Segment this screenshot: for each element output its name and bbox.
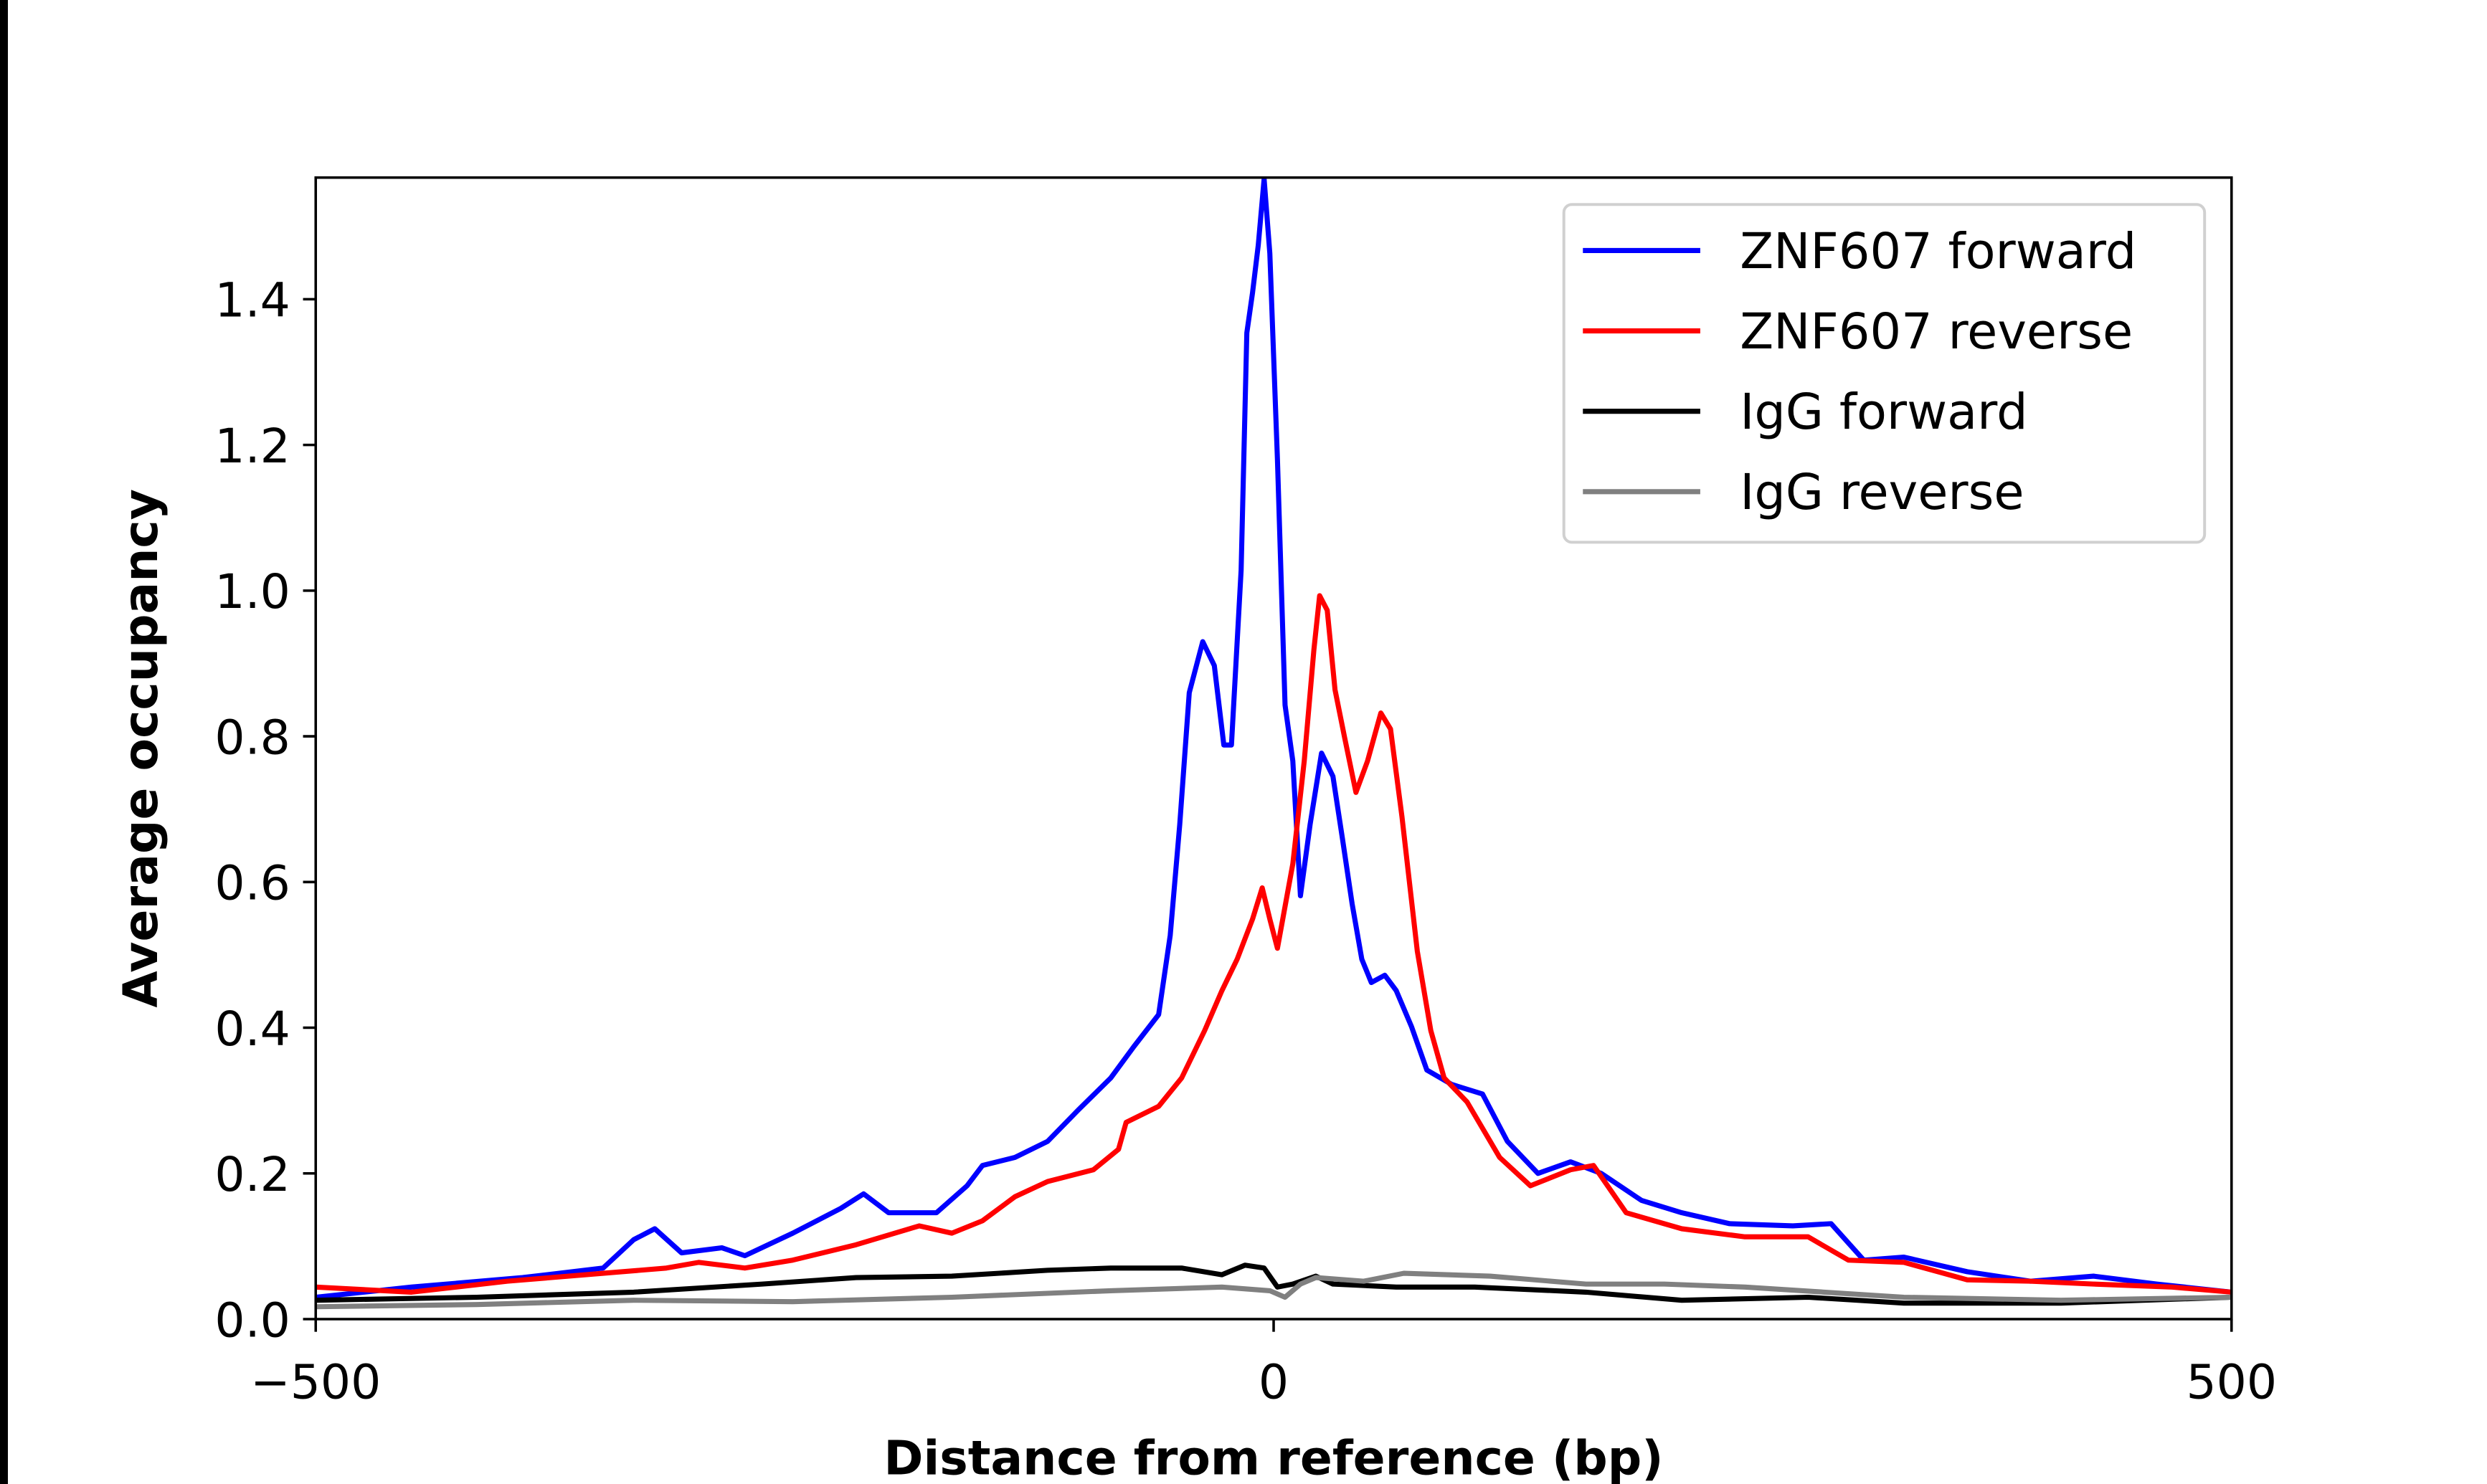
y-axis-label: Average occupancy [113, 489, 169, 1008]
y-tick-label: 0.8 [214, 709, 290, 765]
series-line-igg-reverse [316, 1270, 2232, 1310]
y-tick-label: 1.0 [214, 563, 290, 619]
series-line-znf607-reverse [316, 593, 2232, 1295]
series-line-znf607-forward [316, 177, 2232, 1300]
x-tick-label: 0 [1259, 1354, 1289, 1410]
legend-label: IgG forward [1740, 384, 2027, 441]
left-border [0, 0, 8, 1484]
x-tick-label: 500 [2186, 1354, 2277, 1410]
y-tick-label: 0.0 [214, 1292, 290, 1348]
y-axis: 0.0 0.2 0.4 0.6 0.8 1.0 1.2 1.4 [214, 272, 316, 1348]
legend-label: ZNF607 reverse [1740, 303, 2133, 361]
x-tick-label: −500 [250, 1354, 381, 1410]
legend-entry-znf607-forward: ZNF607 forward [1583, 223, 2136, 280]
y-tick-label: 1.2 [214, 418, 290, 474]
legend-entry-igg-forward: IgG forward [1583, 384, 2028, 441]
y-tick-label: 0.2 [214, 1146, 290, 1202]
legend-box [1562, 203, 2207, 544]
series-line-igg-forward [316, 1262, 2232, 1306]
legend-entry-igg-reverse: IgG reverse [1583, 464, 2024, 521]
y-tick-label: 0.6 [214, 855, 290, 911]
y-tick-label: 1.4 [214, 272, 290, 328]
x-axis-label: Distance from reference (bp) [884, 1430, 1663, 1484]
legend-entry-znf607-reverse: ZNF607 reverse [1583, 303, 2133, 361]
legend: ZNF607 forward ZNF607 reverse IgG forward I… [1562, 203, 2207, 544]
legend-label: IgG reverse [1740, 464, 2024, 521]
series-layer [316, 177, 2232, 1310]
x-axis: −500 0 500 [250, 1319, 2277, 1410]
legend-label: ZNF607 forward [1740, 223, 2136, 280]
y-tick-label: 0.4 [214, 1001, 290, 1057]
